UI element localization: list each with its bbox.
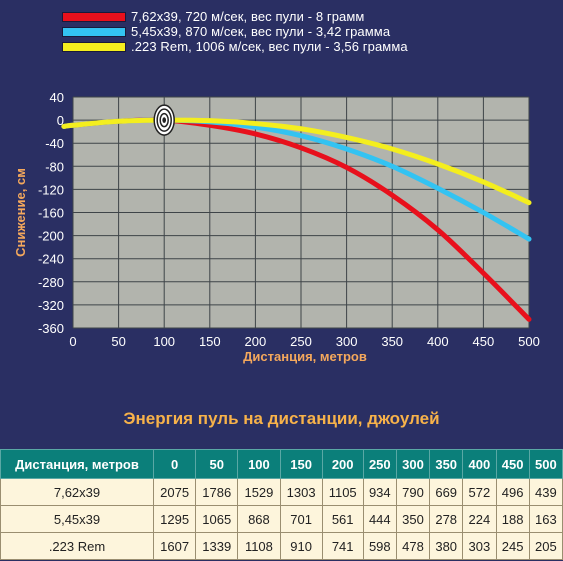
row-label: 5,45x39 <box>0 505 154 533</box>
y-axis-label: Снижение, см <box>13 168 28 257</box>
table-cell: 910 <box>279 532 323 560</box>
legend-swatch-red <box>62 11 126 22</box>
chart-ticks: 0 50 100 150 200 250 300 350 400 450 500400-40-80-… <box>38 90 540 349</box>
table-header-cell: 50 <box>195 449 239 479</box>
legend-swatch-blue <box>62 26 126 37</box>
energy-table: Дистанция, метров 0 50 100 150 200 250 3… <box>0 449 563 560</box>
table-cell: 1786 <box>195 478 239 506</box>
table-header-cell: 250 <box>362 449 397 479</box>
series-line-223 <box>61 117 532 206</box>
x-tick-label: 150 <box>199 334 221 349</box>
x-tick-label: 400 <box>427 334 449 349</box>
table-cell: 934 <box>362 478 397 506</box>
table-cell: 350 <box>395 505 431 533</box>
chart-series <box>61 117 532 322</box>
table-cell: 439 <box>528 478 563 506</box>
target-icon <box>153 104 175 136</box>
table-header-cell: 150 <box>279 449 323 479</box>
legend-label: .223 Rem, 1006 м/сек, вес пули - 3,56 гр… <box>131 39 408 54</box>
table-cell: 188 <box>495 505 530 533</box>
row-label: .223 Rem <box>0 532 154 560</box>
x-tick-label: 300 <box>336 334 358 349</box>
table-cell: 1529 <box>237 478 281 506</box>
table-header-cell: 0 <box>152 449 197 479</box>
x-tick-label: 100 <box>153 334 175 349</box>
table-cell: 163 <box>528 505 563 533</box>
table-cell: 1339 <box>195 532 239 560</box>
table-cell: 669 <box>429 478 464 506</box>
trajectory-chart: 0 50 100 150 200 250 300 350 400 450 500400-40-80-… <box>13 90 540 364</box>
table-row: 7,62x39 2075 1786 1529 1303 1105 934 790… <box>0 478 563 506</box>
table-header-cell: 400 <box>462 449 497 479</box>
x-tick-label: 50 <box>111 334 125 349</box>
table-cell: 303 <box>462 532 497 560</box>
table-cell: 1295 <box>152 505 197 533</box>
table-cell: 444 <box>362 505 397 533</box>
legend-item-762: 7,62x39, 720 м/сек, вес пули - 8 грамм <box>62 9 408 24</box>
chart-legend: 7,62x39, 720 м/сек, вес пули - 8 грамм 5… <box>62 9 408 54</box>
x-tick-label: 250 <box>290 334 312 349</box>
table-cell: 572 <box>462 478 497 506</box>
x-tick-label: 500 <box>518 334 540 349</box>
y-tick-label: -320 <box>38 298 64 313</box>
table-cell: 561 <box>321 505 364 533</box>
x-axis-label: Дистанция, метров <box>243 349 367 364</box>
table-header-distance: Дистанция, метров <box>0 449 154 479</box>
table-header-cell: 100 <box>237 449 281 479</box>
energy-table-title: Энергия пуль на дистанции, джоулей <box>123 409 440 428</box>
y-tick-label: -80 <box>45 159 64 174</box>
y-tick-label: -360 <box>38 321 64 336</box>
row-label: 7,62x39 <box>0 478 154 506</box>
table-header-cell: 200 <box>321 449 364 479</box>
y-tick-label: -280 <box>38 275 64 290</box>
table-cell: 496 <box>495 478 530 506</box>
y-tick-label: -40 <box>45 136 64 151</box>
table-row: 5,45x39 1295 1065 868 701 561 444 350 27… <box>0 505 563 533</box>
table-header-cell: 300 <box>395 449 431 479</box>
table-cell: 1303 <box>279 478 323 506</box>
table-cell: 868 <box>237 505 281 533</box>
table-cell: 278 <box>429 505 464 533</box>
table-cell: 701 <box>279 505 323 533</box>
table-cell: 598 <box>362 532 397 560</box>
legend-label: 5,45x39, 870 м/сек, вес пули - 3,42 грам… <box>131 24 391 39</box>
table-cell: 224 <box>462 505 497 533</box>
table-header-cell: 350 <box>429 449 464 479</box>
table-cell: 1607 <box>152 532 197 560</box>
x-tick-label: 0 <box>69 334 76 349</box>
y-tick-label: -120 <box>38 182 64 197</box>
x-tick-label: 350 <box>381 334 403 349</box>
table-cell: 1108 <box>237 532 281 560</box>
table-row: .223 Rem 1607 1339 1108 910 741 598 478 … <box>0 532 563 560</box>
legend-label: 7,62x39, 720 м/сек, вес пули - 8 грамм <box>131 9 365 24</box>
legend-item-545: 5,45x39, 870 м/сек, вес пули - 3,42 грам… <box>62 24 408 39</box>
x-tick-label: 200 <box>245 334 267 349</box>
table-cell: 1065 <box>195 505 239 533</box>
table-header-cell: 450 <box>495 449 530 479</box>
x-tick-label: 450 <box>473 334 495 349</box>
table-cell: 790 <box>395 478 431 506</box>
y-tick-label: 40 <box>50 90 64 105</box>
table-header-cell: 500 <box>528 449 563 479</box>
table-cell: 1105 <box>321 478 364 506</box>
table-cell: 205 <box>528 532 563 560</box>
y-tick-label: -160 <box>38 206 64 221</box>
table-header-row: Дистанция, метров 0 50 100 150 200 250 3… <box>0 449 563 479</box>
table-cell: 380 <box>429 532 464 560</box>
y-tick-label: 0 <box>57 113 64 128</box>
table-cell: 478 <box>395 532 431 560</box>
legend-swatch-yellow <box>62 41 126 52</box>
table-cell: 245 <box>495 532 530 560</box>
y-tick-label: -240 <box>38 252 64 267</box>
y-tick-label: -200 <box>38 229 64 244</box>
table-cell: 2075 <box>152 478 197 506</box>
table-cell: 741 <box>321 532 364 560</box>
legend-item-223: .223 Rem, 1006 м/сек, вес пули - 3,56 гр… <box>62 39 408 54</box>
